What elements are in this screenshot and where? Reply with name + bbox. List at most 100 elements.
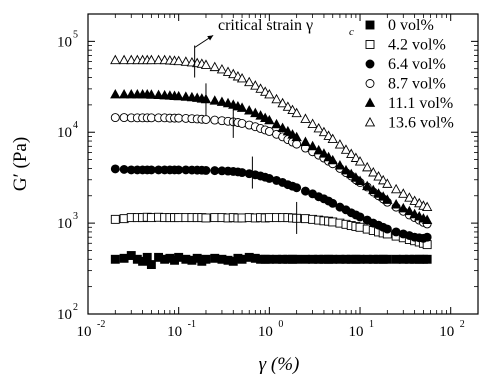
y-tick-label: 10 [57,34,72,50]
data-point [340,144,352,154]
data-point [201,254,211,264]
data-point [277,97,288,108]
x-tick-exponent: -1 [188,319,196,330]
data-point [382,194,393,204]
data-point [318,126,330,137]
data-point [291,107,302,118]
y-tick-exponent: 3 [73,211,78,222]
data-point [292,254,302,264]
data-point [282,125,294,136]
data-point [126,88,137,99]
data-point [271,118,282,129]
legend-label: 11.1 vol% [388,95,453,112]
data-point [110,164,120,174]
data-point [200,59,212,69]
data-point [201,165,211,175]
legend-marker [364,97,376,107]
data-point [368,184,379,195]
data-point [318,148,330,158]
x-tick-label: 10 [167,324,182,340]
x-tick-label: 10 [349,324,364,340]
data-point [126,54,137,65]
annotation-text: critical strain γ [218,17,313,34]
data-point [146,89,157,99]
data-point [201,115,211,124]
data-point [292,139,302,149]
data-point [404,205,415,216]
legend-label: 8.7 vol% [388,76,446,93]
data-point [334,139,346,149]
data-point [244,76,255,87]
data-point [180,56,192,66]
legend-label: 13.6 vol% [388,115,454,132]
data-point [328,198,338,208]
data-point [334,160,346,170]
plot-frame [87,13,479,315]
data-point [153,89,164,100]
data-point [355,212,365,222]
legend-marker [365,20,375,30]
data-point [382,178,393,188]
data-point [216,96,228,106]
data-point [307,140,318,151]
data-point [110,88,121,99]
data-point [404,192,415,202]
data-point [222,97,234,108]
data-point [180,91,192,101]
data-point [209,61,220,72]
y-axis-label: G′ (Pa) [10,137,31,191]
data-point [110,113,120,123]
data-point [209,95,220,105]
data-point [422,232,432,242]
axes: 10 -2 10 -1 10 0 10 1 10 210 210 310 410 5γ (%)G′ (Pa… [10,13,479,375]
x-tick-label: 10 [439,324,454,340]
data-point [378,174,389,185]
data-point [368,167,379,177]
data-point [398,188,409,198]
data-point [291,131,302,142]
data-point [422,201,433,212]
data-point [201,213,211,223]
data-point [153,54,164,65]
data-point [382,254,392,264]
data-point [110,214,120,224]
series-2 [110,164,432,243]
legend-label: 4.2 vol% [388,37,446,54]
series-5 [110,54,433,212]
data-point [264,88,275,99]
data-point [118,54,130,65]
annotation: critical strain γ c [194,17,354,48]
x-tick-label: 10 [258,324,273,340]
data-point [236,72,248,83]
legend-marker [364,116,376,127]
y-tick-exponent: 5 [73,29,78,40]
critical-strain-markers [194,45,298,234]
data-point [264,174,274,183]
data-point [354,175,366,185]
x-tick-exponent: 0 [278,319,283,330]
x-tick-exponent: 2 [460,319,465,330]
series-0 [110,251,432,270]
annotation-subscript: c [349,26,354,38]
x-tick-label: 10 [77,324,92,340]
legend: 0 vol% 4.2 vol% 6.4 vol% 8.7 vol% 11.1 vol% 1… [364,17,454,132]
data-point [346,148,357,158]
y-tick-label: 10 [57,125,72,141]
annotation-arrowhead [207,35,214,41]
data-point [118,88,130,99]
y-tick-label: 10 [57,307,72,323]
data-point [146,260,156,270]
data-point [236,102,248,112]
y-tick-exponent: 2 [73,302,78,313]
x-axis-label: γ (%) [259,354,300,375]
data-point [300,113,311,123]
data-point [350,152,362,162]
data-point [216,63,228,74]
data-point [173,90,184,101]
x-tick-exponent: -2 [97,319,105,330]
data-point [373,171,384,181]
data-point [222,66,234,76]
y-tick-exponent: 4 [73,120,78,131]
data-point [282,101,294,111]
